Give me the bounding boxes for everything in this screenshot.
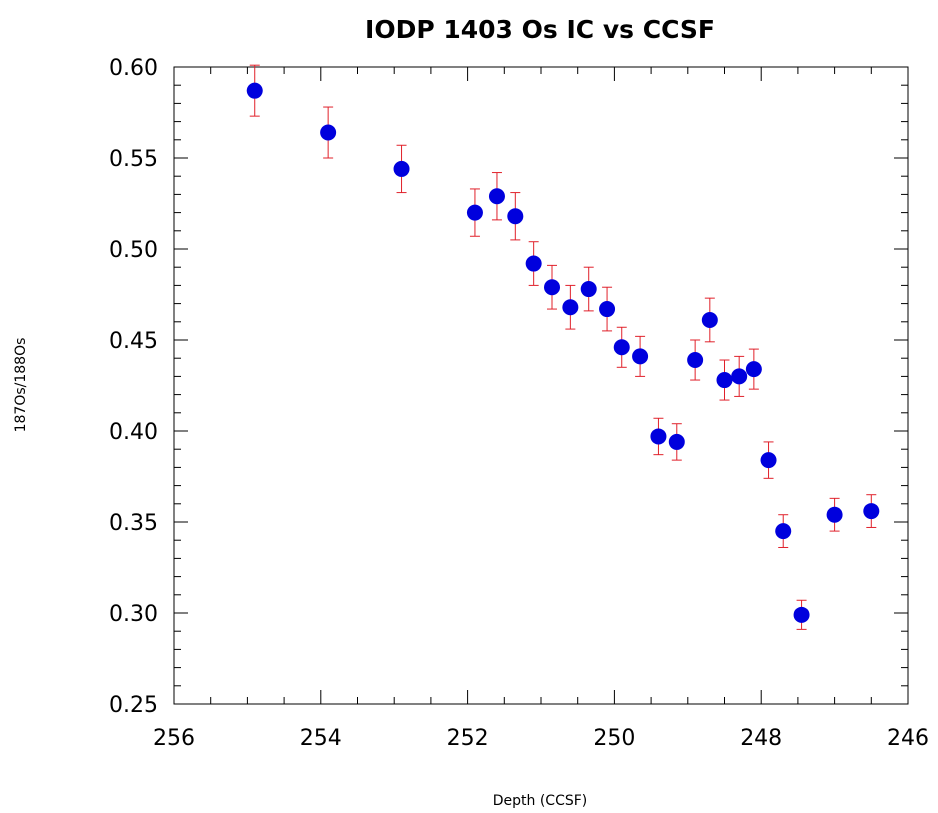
data-point <box>775 523 792 540</box>
y-tick-label: 0.40 <box>109 420 158 445</box>
data-point <box>668 433 685 450</box>
data-point <box>701 311 718 328</box>
data-point <box>562 299 579 316</box>
data-point <box>246 82 263 99</box>
x-axis: 256 254 252 250 248 246 <box>153 67 929 751</box>
data-point <box>687 352 704 369</box>
y-tick-label: 0.55 <box>109 147 158 172</box>
data-point <box>466 204 483 221</box>
y-axis-label: 187Os/188Os <box>13 338 29 433</box>
x-tick-label: 256 <box>153 726 195 751</box>
y-tick-label: 0.25 <box>109 693 158 718</box>
data-point <box>525 255 542 272</box>
data-point <box>393 160 410 177</box>
x-tick-label: 254 <box>300 726 342 751</box>
y-tick-label: 0.30 <box>109 602 158 627</box>
error-bars <box>249 64 877 630</box>
data-points <box>246 82 880 623</box>
data-point <box>632 348 649 365</box>
data-point <box>716 372 733 389</box>
data-point <box>580 281 597 298</box>
data-point <box>731 368 748 385</box>
data-point <box>599 301 616 318</box>
data-point <box>488 188 505 205</box>
data-point <box>320 124 337 141</box>
x-tick-label: 246 <box>887 726 929 751</box>
x-tick-label: 250 <box>593 726 635 751</box>
data-point <box>613 339 630 356</box>
y-tick-label: 0.50 <box>109 238 158 263</box>
y-tick-label: 0.35 <box>109 511 158 536</box>
data-point <box>826 506 843 523</box>
data-point <box>863 503 880 520</box>
data-point <box>544 279 561 296</box>
chart-title: IODP 1403 Os IC vs CCSF <box>365 15 715 44</box>
data-point <box>760 452 777 469</box>
data-point <box>745 361 762 378</box>
data-point <box>793 606 810 623</box>
x-tick-label: 252 <box>447 726 489 751</box>
y-axis: 0.25 0.30 0.35 0.40 0.45 0.50 0.55 0.60 <box>109 56 908 718</box>
x-tick-label: 248 <box>740 726 782 751</box>
data-point <box>507 208 524 225</box>
y-tick-label: 0.60 <box>109 56 158 81</box>
x-axis-label: Depth (CCSF) <box>493 793 588 809</box>
y-tick-label: 0.45 <box>109 329 158 354</box>
data-point <box>650 428 667 445</box>
